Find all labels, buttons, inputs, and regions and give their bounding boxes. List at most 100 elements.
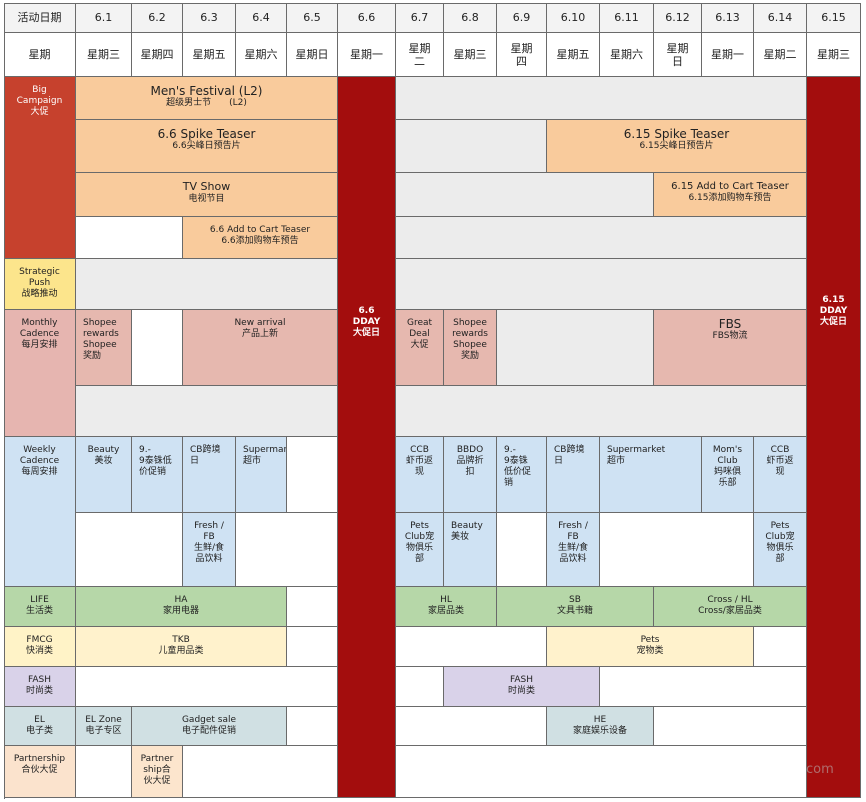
empty-cell	[396, 173, 654, 217]
event-6-15-add-to-cart-teaser[interactable]: 6.15 Add to Cart Teaser 6.15添加购物车预告	[654, 173, 807, 217]
header-date-1: 6.1	[76, 3, 132, 33]
event-9-9-sale-1[interactable]: 9.- 9泰铢低 价促销	[132, 437, 183, 513]
empty-cell	[236, 513, 338, 587]
event-tkb[interactable]: TKB 儿童用品类	[76, 627, 287, 667]
header-date-15: 6.15	[807, 3, 861, 33]
empty-cell	[76, 259, 338, 310]
event-fresh-fb-1[interactable]: Fresh / FB 生鲜/食 品饮料	[183, 513, 236, 587]
row-label-monthly-cadence: Monthly Cadence 每月安排	[4, 310, 76, 437]
header-weekday-10: 星期五	[547, 33, 600, 77]
empty-cell	[497, 310, 654, 386]
row-label-life: LIFE 生活类	[4, 587, 76, 627]
empty-cell	[497, 513, 547, 587]
header-date-8: 6.8	[444, 3, 497, 33]
header-date-3: 6.3	[183, 3, 236, 33]
event-6-6-spike-teaser[interactable]: 6.6 Spike Teaser 6.6尖峰日预告片	[76, 120, 338, 173]
event-he[interactable]: HE 家庭娱乐设备	[547, 707, 654, 746]
empty-cell	[287, 707, 338, 746]
event-fresh-fb-2[interactable]: Fresh / FB 生鲜/食 品饮料	[547, 513, 600, 587]
event-6-15-spike-teaser[interactable]: 6.15 Spike Teaser 6.15尖峰日预告片	[547, 120, 807, 173]
table-border-top	[4, 3, 861, 4]
event-sb[interactable]: SB 文具书籍	[497, 587, 654, 627]
event-great-deal[interactable]: Great Deal 大促	[396, 310, 444, 386]
event-pets[interactable]: Pets 宠物类	[547, 627, 754, 667]
event-subtitle: FBS物流	[712, 331, 748, 341]
event-subtitle: 6.6添加购物车预告	[221, 236, 299, 246]
header-weekday-label: 星期	[4, 33, 76, 77]
event-el-zone[interactable]: EL Zone 电子专区	[76, 707, 132, 746]
event-moms-club[interactable]: Mom's Club 妈咪俱 乐部	[702, 437, 754, 513]
watermark: com	[806, 762, 834, 777]
event-cross-hl[interactable]: Cross / HL Cross/家居品类	[654, 587, 807, 627]
header-date-label: 活动日期	[4, 3, 76, 33]
row-label-fmcg: FMCG 快消类	[4, 627, 76, 667]
event-hl[interactable]: HL 家居品类	[396, 587, 497, 627]
event-shopee-rewards-1[interactable]: Shopee rewards Shopee 奖励	[76, 310, 132, 386]
event-pets-club-2[interactable]: Pets Club宠 物俱乐 部	[754, 513, 807, 587]
event-supermarket-1[interactable]: Supermarket 超市	[236, 437, 287, 513]
row-label-fash: FASH 时尚类	[4, 667, 76, 707]
empty-cell	[76, 513, 183, 587]
event-9-9-sale-2[interactable]: 9.- 9泰铢 低价促 销	[497, 437, 547, 513]
event-partnership[interactable]: Partner ship合 伙大促	[132, 746, 183, 798]
event-new-arrival[interactable]: New arrival 产品上新	[183, 310, 338, 386]
event-supermarket-2[interactable]: Supermarket 超市	[600, 437, 702, 513]
header-date-7: 6.7	[396, 3, 444, 33]
header-date-10: 6.10	[547, 3, 600, 33]
empty-cell	[287, 587, 338, 627]
empty-cell	[287, 437, 338, 513]
empty-cell	[396, 627, 547, 667]
header-weekday-11: 星期六	[600, 33, 654, 77]
row-label-big-campaign: Big Campaign 大促	[4, 77, 76, 259]
event-6-6-add-to-cart-teaser[interactable]: 6.6 Add to Cart Teaser 6.6添加购物车预告	[183, 217, 338, 259]
header-weekday-13: 星期一	[702, 33, 754, 77]
dday-6-6-column[interactable]: 6.6 DDAY 大促日	[338, 77, 396, 798]
row-label-strategic-push: Strategic Push 战略推动	[4, 259, 76, 310]
event-ccb-2[interactable]: CCB 虾币返 现	[754, 437, 807, 513]
event-tv-show[interactable]: TV Show 电视节目	[76, 173, 338, 217]
event-title: FBS	[718, 317, 742, 331]
event-ha[interactable]: HA 家用电器	[76, 587, 287, 627]
table-border-left	[4, 3, 5, 799]
event-pets-club-1[interactable]: Pets Club宠 物俱乐 部	[396, 513, 444, 587]
empty-cell	[183, 746, 338, 798]
event-title: TV Show	[182, 180, 231, 193]
event-subtitle: 6.15添加购物车预告	[688, 193, 772, 203]
event-fash[interactable]: FASH 时尚类	[444, 667, 600, 707]
header-weekday-5: 星期日	[287, 33, 338, 77]
row-label-el: EL 电子类	[4, 707, 76, 746]
header-weekday-3: 星期五	[183, 33, 236, 77]
event-beauty-1[interactable]: Beauty 美妆	[76, 437, 132, 513]
empty-cell	[396, 667, 444, 707]
header-date-13: 6.13	[702, 3, 754, 33]
header-date-6: 6.6	[338, 3, 396, 33]
event-cb-day-1[interactable]: CB跨境 日	[183, 437, 236, 513]
event-beauty-2[interactable]: Beauty 美妆	[444, 513, 497, 587]
header-weekday-15: 星期三	[807, 33, 861, 77]
event-title: 6.6 Spike Teaser	[157, 127, 256, 141]
event-bbdo[interactable]: BBDO 品牌折 扣	[444, 437, 497, 513]
empty-cell	[396, 386, 807, 437]
row-label-partnership: Partnership 合伙大促	[4, 746, 76, 798]
event-gadget-sale[interactable]: Gadget sale 电子配件促销	[132, 707, 287, 746]
event-fbs[interactable]: FBS FBS物流	[654, 310, 807, 386]
event-title: 6.15 Spike Teaser	[623, 127, 730, 141]
header-date-14: 6.14	[754, 3, 807, 33]
header-weekday-14: 星期二	[754, 33, 807, 77]
header-weekday-9: 星期 四	[497, 33, 547, 77]
event-shopee-rewards-2[interactable]: Shopee rewards Shopee 奖励	[444, 310, 497, 386]
header-weekday-4: 星期六	[236, 33, 287, 77]
dday-6-15-column[interactable]: 6.15 DDAY 大促日	[807, 77, 861, 798]
empty-cell	[396, 707, 547, 746]
empty-cell	[132, 310, 183, 386]
event-mens-festival[interactable]: Men's Festival (L2) 超级男士节 (L2)	[76, 77, 338, 120]
header-weekday-6: 星期一	[338, 33, 396, 77]
event-subtitle: 超级男士节 (L2)	[166, 98, 247, 108]
empty-cell	[600, 667, 807, 707]
empty-cell	[76, 746, 132, 798]
header-date-9: 6.9	[497, 3, 547, 33]
header-weekday-12: 星期 日	[654, 33, 702, 77]
empty-cell	[76, 217, 183, 259]
event-ccb-1[interactable]: CCB 虾币返 现	[396, 437, 444, 513]
event-cb-day-2[interactable]: CB跨境 日	[547, 437, 600, 513]
